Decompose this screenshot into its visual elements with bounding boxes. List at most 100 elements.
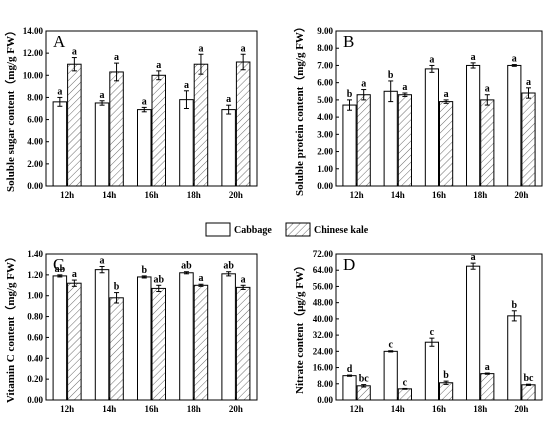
y-tick-label: 8.00 — [27, 92, 43, 102]
bar-chinese-kale — [235, 61, 251, 187]
x-tick-label: 14h — [391, 190, 405, 200]
legend-label-cabbage: Cabbage — [234, 225, 272, 236]
significance-label: b — [388, 70, 394, 81]
bar-cabbage — [52, 275, 68, 401]
chart-panel-d: 0.00 8.00 16.00 24.00 32.00 40.00 48.00 56.00 64… — [293, 249, 543, 414]
y-tick-label: 8.00 — [317, 379, 333, 389]
y-tick-label: 4.00 — [317, 112, 333, 122]
bar-cabbage — [94, 269, 110, 401]
panel-label: C — [53, 255, 64, 274]
panel-label: A — [53, 32, 66, 51]
significance-label: c — [430, 327, 435, 338]
bar-chinese-kale — [439, 382, 454, 401]
chart-panel-b: 0.00 1.00 2.00 3.00 4.00 5.00 6.00 7.00 8.00 9.00… — [293, 21, 543, 200]
significance-label: a — [485, 362, 490, 373]
x-tick-label: 20h — [514, 190, 528, 200]
x-tick-label: 16h — [144, 404, 158, 414]
legend: Cabbage Chinese kale — [205, 222, 369, 237]
y-tick-label: 10.00 — [23, 70, 44, 80]
bar-chinese-kale — [235, 286, 251, 401]
bar-chinese-kale — [397, 94, 412, 187]
significance-label: ab — [55, 264, 66, 275]
bar-chinese-kale — [397, 388, 412, 401]
bar-cabbage — [94, 102, 110, 187]
y-tick-label: 24.00 — [313, 346, 334, 356]
significance-label: a — [512, 54, 517, 65]
significance-label: a — [72, 269, 77, 280]
bar-chinese-kale — [480, 99, 495, 187]
legend-label-chinese-kale: Chinese kale — [314, 225, 369, 236]
significance-label: a — [471, 252, 476, 263]
chart-panels: 0.00 2.00 4.00 6.00 8.00 10.00 12.00 14.00 Solub… — [4, 21, 543, 414]
significance-label: a — [198, 273, 203, 284]
bar-cabbage — [383, 90, 398, 187]
y-tick-label: 1.40 — [27, 249, 43, 259]
y-tick-label: 2.00 — [27, 159, 43, 169]
bar-cabbage — [221, 273, 236, 401]
panel-label: D — [343, 255, 355, 274]
y-tick-label: 0.60 — [27, 332, 43, 342]
bar-cabbage — [466, 64, 481, 187]
y-axis-label: Soluble protein content（mg/g FW） — [293, 21, 306, 196]
x-tick-label: 16h — [432, 404, 446, 414]
bar-cabbage — [342, 375, 357, 401]
bar-cabbage — [383, 350, 398, 401]
y-tick-label: 6.00 — [317, 78, 333, 88]
significance-label: a — [72, 47, 77, 58]
y-axis-label: Vitamin C content（mg/g FW） — [4, 251, 17, 403]
bar-cabbage — [466, 265, 481, 401]
y-tick-label: 64.00 — [313, 265, 334, 275]
chart-panel-a: 0.00 2.00 4.00 6.00 8.00 10.00 12.00 14.00 Solub… — [4, 25, 258, 200]
x-tick-label: 14h — [391, 404, 405, 414]
x-tick-label: 16h — [144, 190, 158, 200]
bar-chinese-kale — [193, 284, 209, 401]
y-tick-label: 1.00 — [27, 291, 43, 301]
significance-label: c — [388, 340, 393, 351]
significance-label: b — [347, 89, 353, 100]
y-tick-label: 0.00 — [317, 181, 333, 191]
bar-cabbage — [424, 341, 440, 401]
x-tick-label: 18h — [473, 404, 487, 414]
bar-chinese-kale — [109, 297, 124, 401]
x-tick-label: 18h — [187, 190, 201, 200]
bar-cabbage — [136, 276, 152, 401]
bar-chinese-kale — [151, 287, 167, 401]
significance-label: a — [114, 52, 119, 63]
significance-label: ab — [181, 261, 192, 272]
bar-chinese-kale — [439, 101, 454, 187]
significance-label: a — [226, 94, 231, 105]
significance-label: bc — [523, 373, 534, 384]
y-tick-label: 12.00 — [23, 48, 44, 58]
significance-label: a — [142, 96, 147, 107]
legend-swatch-chinese-kale — [285, 222, 311, 237]
significance-label: a — [198, 43, 203, 54]
y-tick-label: 0.80 — [27, 312, 43, 322]
x-tick-label: 20h — [514, 404, 528, 414]
y-tick-label: 0.00 — [317, 395, 333, 405]
significance-label: a — [156, 60, 161, 71]
bar-cabbage — [179, 99, 194, 187]
significance-label: a — [100, 256, 105, 267]
y-tick-label: 32.00 — [313, 330, 334, 340]
x-tick-label: 18h — [187, 404, 201, 414]
y-tick-label: 14.00 — [23, 26, 44, 36]
y-axis-label: Nitrate content（μg/g FW） — [293, 260, 306, 394]
significance-label: a — [402, 82, 407, 93]
significance-label: ab — [153, 274, 164, 285]
bar-chinese-kale — [356, 385, 371, 401]
y-tick-label: 48.00 — [313, 298, 334, 308]
y-tick-label: 72.00 — [313, 249, 334, 259]
y-tick-label: 40.00 — [313, 314, 334, 324]
y-tick-label: 16.00 — [313, 363, 334, 373]
significance-label: a — [100, 90, 105, 101]
bar-cabbage — [507, 64, 522, 187]
y-tick-label: 0.00 — [27, 181, 43, 191]
significance-label: ab — [223, 261, 234, 272]
significance-label: b — [443, 370, 449, 381]
x-tick-label: 12h — [350, 190, 364, 200]
significance-label: d — [347, 364, 353, 375]
bar-cabbage — [179, 272, 194, 401]
y-tick-label: 0.00 — [27, 395, 43, 405]
bar-chinese-kale — [480, 373, 495, 401]
